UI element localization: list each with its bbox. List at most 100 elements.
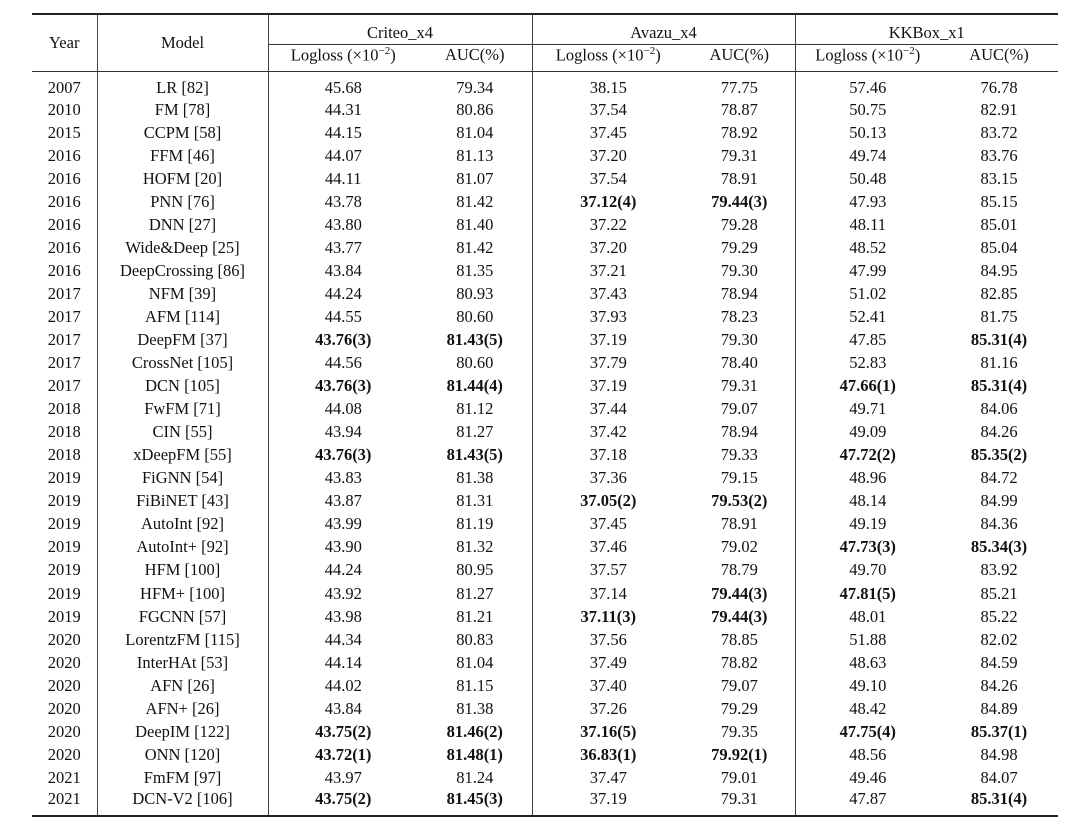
kkbox-logloss-cell: 50.75 (794, 98, 940, 122)
criteo-auc-cell: 81.27 (456, 583, 494, 603)
avazu-auc-cell: 78.94 (720, 422, 758, 442)
year-cell: 2016 (47, 191, 81, 211)
kkbox-logloss-cell: 48.14 (794, 489, 940, 513)
criteo-auc-cell: 81.21 (456, 606, 494, 626)
criteo-auc-cell: 81.35 (456, 260, 494, 280)
model-cell: FiBiNET [43] (96, 489, 268, 513)
kkbox-logloss-cell: 57.46 (794, 71, 940, 98)
avazu-logloss-cell: 37.05(2) (531, 489, 684, 513)
kkbox-logloss-cell: 47.66(1) (794, 374, 940, 398)
model-cell: CCPM [58] (96, 121, 268, 145)
table-row: 2010 FM [78] 44.31 80.86 37.54 78.87 50.75 82.9… (32, 98, 1058, 122)
table-body: 2007 LR [82] 45.68 79.34 38.15 77.75 57.46 76.7… (32, 71, 1058, 818)
kkbox-auc-cell: 81.16 (980, 353, 1018, 373)
criteo-auc-cell: 81.15 (456, 675, 494, 695)
criteo-auc-cell: 81.38 (456, 698, 494, 718)
kkbox-auc-cell: 85.34(3) (970, 537, 1028, 557)
model-cell: NFM [39] (96, 282, 268, 306)
avazu-logloss-cell: 37.11(3) (531, 605, 684, 629)
avazu-logloss-cell: 37.36 (531, 466, 684, 490)
year-cell: 2016 (47, 145, 81, 165)
logloss-exponent: −2 (902, 45, 915, 57)
logloss-close: ) (914, 45, 921, 65)
avazu-logloss-cell: 37.16(5) (531, 720, 684, 744)
model-cell: LR [82] (96, 71, 268, 98)
table-row: 2018 xDeepFM [55] 43.76(3) 81.43(5) 37.18 79.… (32, 443, 1058, 467)
criteo-logloss-cell: 43.83 (267, 466, 418, 490)
kkbox-logloss-cell: 48.01 (794, 605, 940, 629)
criteo-logloss-cell: 43.87 (267, 489, 418, 513)
avazu-logloss-cell: 37.44 (531, 397, 684, 421)
avazu-logloss-cell: 37.40 (531, 674, 684, 698)
criteo-auc-cell: 80.83 (456, 629, 494, 649)
kkbox-logloss-cell: 47.75(4) (794, 720, 940, 744)
logloss-close: ) (390, 45, 396, 65)
kkbox-auc-cell: 82.91 (980, 99, 1018, 119)
kkbox-auc-cell: 84.59 (980, 652, 1018, 672)
criteo-logloss-cell: 45.68 (267, 71, 418, 98)
criteo-auc-cell: 80.93 (456, 283, 494, 303)
year-cell: 2020 (47, 744, 81, 764)
kkbox-logloss-cell: 48.11 (794, 213, 940, 237)
logloss-exponent: −2 (643, 45, 656, 57)
kkbox-logloss-cell: 48.42 (794, 697, 940, 721)
avazu-auc-cell: 78.87 (720, 99, 758, 119)
year-cell: 2020 (47, 675, 81, 695)
criteo-auc-cell: 81.42 (456, 237, 494, 257)
table-row: 2016 FFM [46] 44.07 81.13 37.20 79.31 49.74 83.… (32, 144, 1058, 168)
model-cell: ONN [120] (96, 743, 268, 767)
avazu-logloss-cell: 37.21 (531, 259, 684, 283)
avazu-auc-cell: 79.30 (720, 260, 758, 280)
header-auc: AUC(%) (418, 44, 532, 72)
table-row: 2019 HFM+ [100] 43.92 81.27 37.14 79.44(3) 47.… (32, 581, 1058, 606)
kkbox-logloss-cell: 49.74 (794, 144, 940, 168)
table-row: 2018 FwFM [71] 44.08 81.12 37.44 79.07 49.71 84… (32, 397, 1058, 421)
criteo-logloss-cell: 44.07 (267, 144, 418, 168)
avazu-auc-cell: 77.75 (720, 78, 758, 97)
kkbox-logloss-cell: 48.52 (794, 236, 940, 260)
model-cell: FM [78] (96, 98, 268, 122)
kkbox-auc-cell: 84.06 (980, 399, 1018, 419)
criteo-logloss-cell: 43.75(2) (267, 789, 418, 818)
avazu-logloss-cell: 37.12(4) (531, 190, 684, 214)
table-row: 2007 LR [82] 45.68 79.34 38.15 77.75 57.46 76.7… (32, 71, 1058, 98)
criteo-auc-cell: 81.43(5) (446, 329, 503, 349)
criteo-logloss-cell: 44.34 (267, 628, 418, 652)
criteo-auc-cell: 81.07 (456, 168, 494, 188)
criteo-logloss-cell: 43.78 (267, 190, 418, 214)
criteo-auc-cell: 81.46(2) (446, 721, 503, 741)
table-row: 2017 CrossNet [105] 44.56 80.60 37.79 78.40 52… (32, 351, 1058, 375)
kkbox-logloss-cell: 49.70 (794, 558, 940, 582)
avazu-auc-cell: 79.07 (720, 399, 758, 419)
model-cell: FFM [46] (96, 144, 268, 168)
criteo-logloss-cell: 43.77 (267, 236, 418, 260)
model-cell: LorentzFM [115] (96, 628, 268, 652)
year-cell: 2021 (47, 767, 81, 787)
avazu-logloss-cell: 37.19 (531, 328, 684, 352)
table-row: 2017 DCN [105] 43.76(3) 81.44(4) 37.19 79.31 4… (32, 374, 1058, 398)
year-cell: 2016 (47, 214, 81, 234)
avazu-logloss-cell: 37.43 (531, 282, 684, 306)
year-cell: 2016 (47, 237, 81, 257)
header-row-datasets: Year Model Criteo_x4 Avazu_x4 KKBox_x1 (32, 13, 1058, 72)
kkbox-auc-cell: 84.95 (980, 260, 1018, 280)
avazu-auc-cell: 78.92 (720, 122, 758, 142)
year-cell: 2018 (47, 399, 81, 419)
avazu-auc-cell: 79.44(3) (711, 583, 768, 603)
avazu-auc-cell: 78.23 (720, 306, 758, 326)
model-cell: AutoInt [92] (96, 512, 268, 536)
year-cell: 2016 (47, 260, 81, 280)
avazu-auc-cell: 78.40 (720, 353, 758, 373)
model-cell: xDeepFM [55] (96, 443, 268, 467)
model-cell: AFM [114] (96, 305, 268, 329)
criteo-logloss-cell: 44.14 (267, 651, 418, 675)
avazu-logloss-cell: 37.22 (531, 213, 684, 237)
kkbox-logloss-cell: 50.13 (794, 121, 940, 145)
table-row: 2020 ONN [120] 43.72(1) 81.48(1) 36.83(1) 79.… (32, 743, 1058, 767)
table-row: 2017 NFM [39] 44.24 80.93 37.43 78.94 51.02 82.… (32, 282, 1058, 306)
criteo-auc-cell: 80.86 (456, 99, 494, 119)
avazu-logloss-cell: 37.45 (531, 121, 684, 145)
table-row: 2020 AFN [26] 44.02 81.15 37.40 79.07 49.10 84.… (32, 674, 1058, 698)
avazu-auc-cell: 79.15 (720, 468, 758, 488)
kkbox-logloss-cell: 47.93 (794, 190, 940, 214)
